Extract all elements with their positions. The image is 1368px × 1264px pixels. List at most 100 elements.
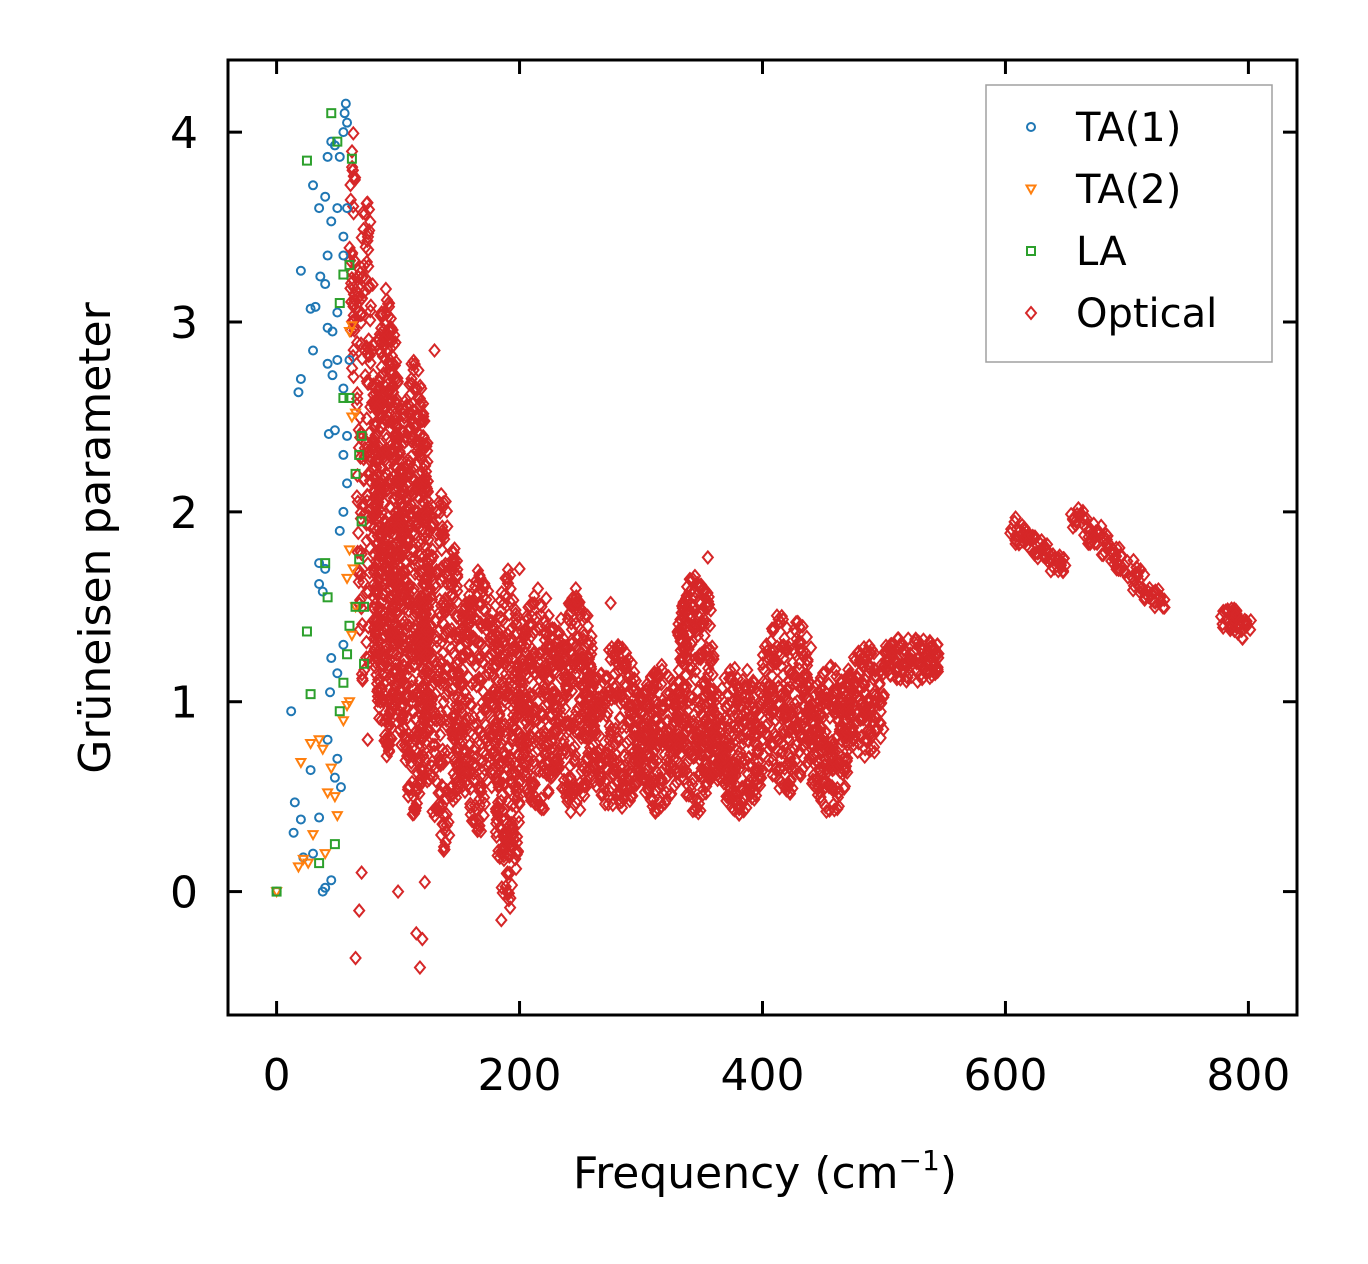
data-point-ta-1- xyxy=(338,231,349,242)
data-point-optical xyxy=(416,413,429,429)
data-point-optical xyxy=(361,242,375,258)
data-point-optical xyxy=(377,333,391,349)
data-point-optical xyxy=(396,530,409,546)
data-point-optical xyxy=(503,594,517,610)
data-point-optical xyxy=(444,780,458,796)
x-axis-label-main: Frequency (cm xyxy=(573,1148,899,1199)
data-point-optical xyxy=(347,369,360,385)
data-point-optical xyxy=(397,424,411,440)
data-point-optical xyxy=(403,388,416,404)
data-point-optical xyxy=(357,451,370,467)
data-point-optical xyxy=(436,755,450,771)
data-point-ta-1- xyxy=(320,191,331,202)
data-point-optical xyxy=(354,505,368,521)
data-point-optical xyxy=(427,729,441,745)
data-point-optical xyxy=(653,668,667,684)
data-point-optical xyxy=(573,802,587,818)
data-point-optical xyxy=(503,900,517,916)
data-point-optical xyxy=(563,644,576,660)
data-point-optical xyxy=(497,596,511,612)
data-point-optical xyxy=(592,690,605,706)
data-point-optical xyxy=(387,365,400,382)
data-point-ta-1- xyxy=(338,127,349,138)
data-point-ta-2- xyxy=(318,849,332,861)
x-axis-label: Frequency (cm−1) xyxy=(573,1144,957,1199)
data-point-optical xyxy=(351,284,364,300)
data-point-optical xyxy=(346,162,360,178)
data-point-optical xyxy=(468,771,482,787)
data-point-optical xyxy=(399,638,412,654)
data-point-optical xyxy=(580,665,593,681)
data-point-optical xyxy=(579,606,592,623)
data-point-optical xyxy=(495,880,509,896)
data-point-optical xyxy=(612,640,626,656)
data-point-optical xyxy=(422,771,436,788)
data-point-optical xyxy=(394,667,407,683)
data-point-optical xyxy=(418,413,431,429)
data-point-optical xyxy=(389,413,402,429)
data-point-optical xyxy=(540,638,553,654)
data-point-optical xyxy=(422,524,436,540)
data-point-optical xyxy=(502,717,516,733)
data-point-optical xyxy=(615,800,629,816)
plot-area xyxy=(270,98,1258,976)
data-point-optical xyxy=(498,829,512,845)
data-point-optical xyxy=(587,773,601,789)
data-point-optical xyxy=(527,588,541,604)
data-point-optical xyxy=(355,865,368,881)
data-point-optical xyxy=(418,874,432,890)
data-point-optical xyxy=(473,798,487,814)
legend-label: TA(2) xyxy=(1075,167,1181,213)
data-point-optical xyxy=(368,416,381,432)
data-point-optical xyxy=(453,725,466,741)
data-point-optical xyxy=(635,766,649,782)
data-point-optical xyxy=(497,852,511,868)
data-point-optical xyxy=(383,627,397,643)
data-point-optical xyxy=(366,367,380,383)
data-point-optical xyxy=(459,625,472,642)
data-point-optical xyxy=(568,723,582,739)
data-point-ta-1- xyxy=(334,151,345,162)
data-point-optical xyxy=(371,544,385,560)
data-point-optical xyxy=(391,884,405,900)
data-point-optical xyxy=(604,595,617,611)
data-point-optical xyxy=(530,681,544,697)
data-point-optical xyxy=(525,609,539,625)
data-point-ta-1- xyxy=(342,117,353,128)
data-point-optical xyxy=(668,778,681,794)
data-point-optical xyxy=(499,759,513,775)
data-point-la xyxy=(344,620,355,631)
series-layer xyxy=(270,98,1258,976)
data-point-optical xyxy=(564,615,578,631)
data-point-optical xyxy=(406,523,420,540)
data-point-optical xyxy=(345,360,359,376)
data-point-ta-1- xyxy=(320,279,331,290)
data-point-optical xyxy=(434,785,448,801)
data-point-optical xyxy=(609,721,622,737)
data-point-optical xyxy=(534,738,548,754)
data-point-optical xyxy=(550,754,563,770)
data-point-optical xyxy=(450,561,464,578)
data-point-ta-1- xyxy=(338,449,349,460)
data-point-optical xyxy=(396,478,410,494)
data-point-optical xyxy=(432,623,445,640)
data-point-optical xyxy=(495,912,508,928)
data-point-optical xyxy=(644,749,657,765)
data-point-optical xyxy=(393,445,407,462)
data-point-optical xyxy=(619,658,633,674)
data-point-optical xyxy=(598,773,612,789)
x-tick-label: 600 xyxy=(963,1050,1047,1101)
data-point-optical xyxy=(371,683,384,699)
data-point-ta-1- xyxy=(326,875,337,886)
data-point-optical xyxy=(413,548,427,564)
data-point-optical xyxy=(372,494,385,510)
data-point-la xyxy=(301,155,312,166)
data-point-optical xyxy=(608,666,622,682)
data-point-optical xyxy=(386,332,399,349)
data-point-optical xyxy=(455,699,469,715)
data-point-optical xyxy=(417,718,431,734)
data-point-ta-1- xyxy=(338,639,349,650)
data-point-optical xyxy=(577,729,591,745)
data-point-optical xyxy=(586,710,600,726)
data-point-optical xyxy=(399,460,413,476)
